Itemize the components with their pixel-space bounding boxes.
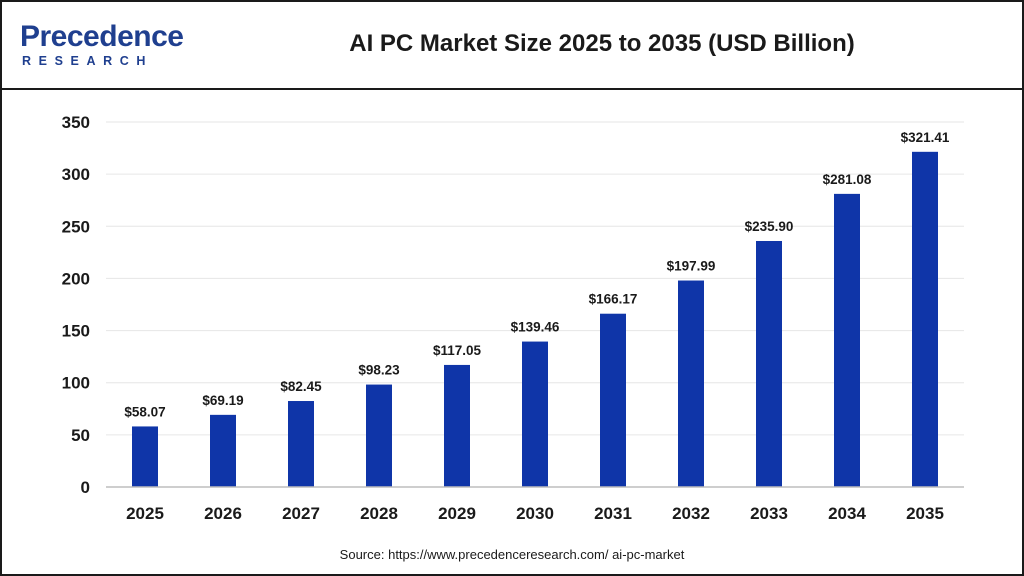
x-tick-label: 2032 (672, 504, 710, 523)
data-label: $58.07 (124, 404, 165, 419)
data-label: $98.23 (358, 363, 400, 378)
data-label: $82.45 (280, 379, 322, 394)
logo-subtitle: RESEARCH (22, 54, 153, 68)
data-label: $235.90 (745, 219, 794, 234)
bar-chart: 0 50 100 150 200 250 300 350 $58.07 2025 $69.19 202… (62, 113, 964, 523)
logo-wordmark: Precedence (20, 20, 184, 53)
source-note: Source: https://www.precedenceresearch.c… (339, 547, 685, 562)
data-label: $321.41 (901, 130, 950, 145)
x-tick-label: 2033 (750, 504, 788, 523)
bar (600, 313, 626, 487)
data-label: $281.08 (823, 172, 872, 187)
y-tick-label: 150 (62, 322, 90, 341)
bar (444, 364, 470, 487)
x-tick-label: 2026 (204, 504, 242, 523)
x-tick-label: 2029 (438, 504, 476, 523)
header: Precedence RESEARCH AI PC Market Size 20… (2, 2, 1022, 90)
y-tick-label: 0 (81, 478, 90, 497)
x-tick-label: 2028 (360, 504, 398, 523)
data-label: $139.46 (511, 320, 560, 335)
x-tick-label: 2035 (906, 504, 944, 523)
data-label: $166.17 (589, 292, 638, 307)
bar (132, 426, 158, 487)
bar (678, 280, 704, 487)
x-tick-label: 2030 (516, 504, 554, 523)
bar (366, 384, 392, 487)
y-tick-label: 300 (62, 165, 90, 184)
bar (210, 414, 236, 487)
bar (288, 401, 314, 487)
x-tick-label: 2027 (282, 504, 320, 523)
precedence-research-logo: Precedence RESEARCH (20, 20, 184, 70)
y-tick-label: 250 (62, 217, 90, 236)
x-tick-label: 2025 (126, 504, 164, 523)
bar (522, 341, 548, 487)
x-tick-label: 2034 (828, 504, 866, 523)
y-tick-label: 200 (62, 269, 90, 288)
data-label: $69.19 (202, 393, 243, 408)
data-label: $117.05 (433, 343, 482, 358)
data-label: $197.99 (667, 259, 716, 274)
bar (912, 151, 938, 487)
y-tick-label: 100 (62, 374, 90, 393)
y-tick-label: 350 (62, 113, 90, 132)
y-tick-label: 50 (71, 426, 90, 445)
bar (834, 193, 860, 487)
chart-title: AI PC Market Size 2025 to 2035 (USD Bill… (349, 30, 855, 57)
bar (756, 240, 782, 487)
x-tick-label: 2031 (594, 504, 632, 523)
